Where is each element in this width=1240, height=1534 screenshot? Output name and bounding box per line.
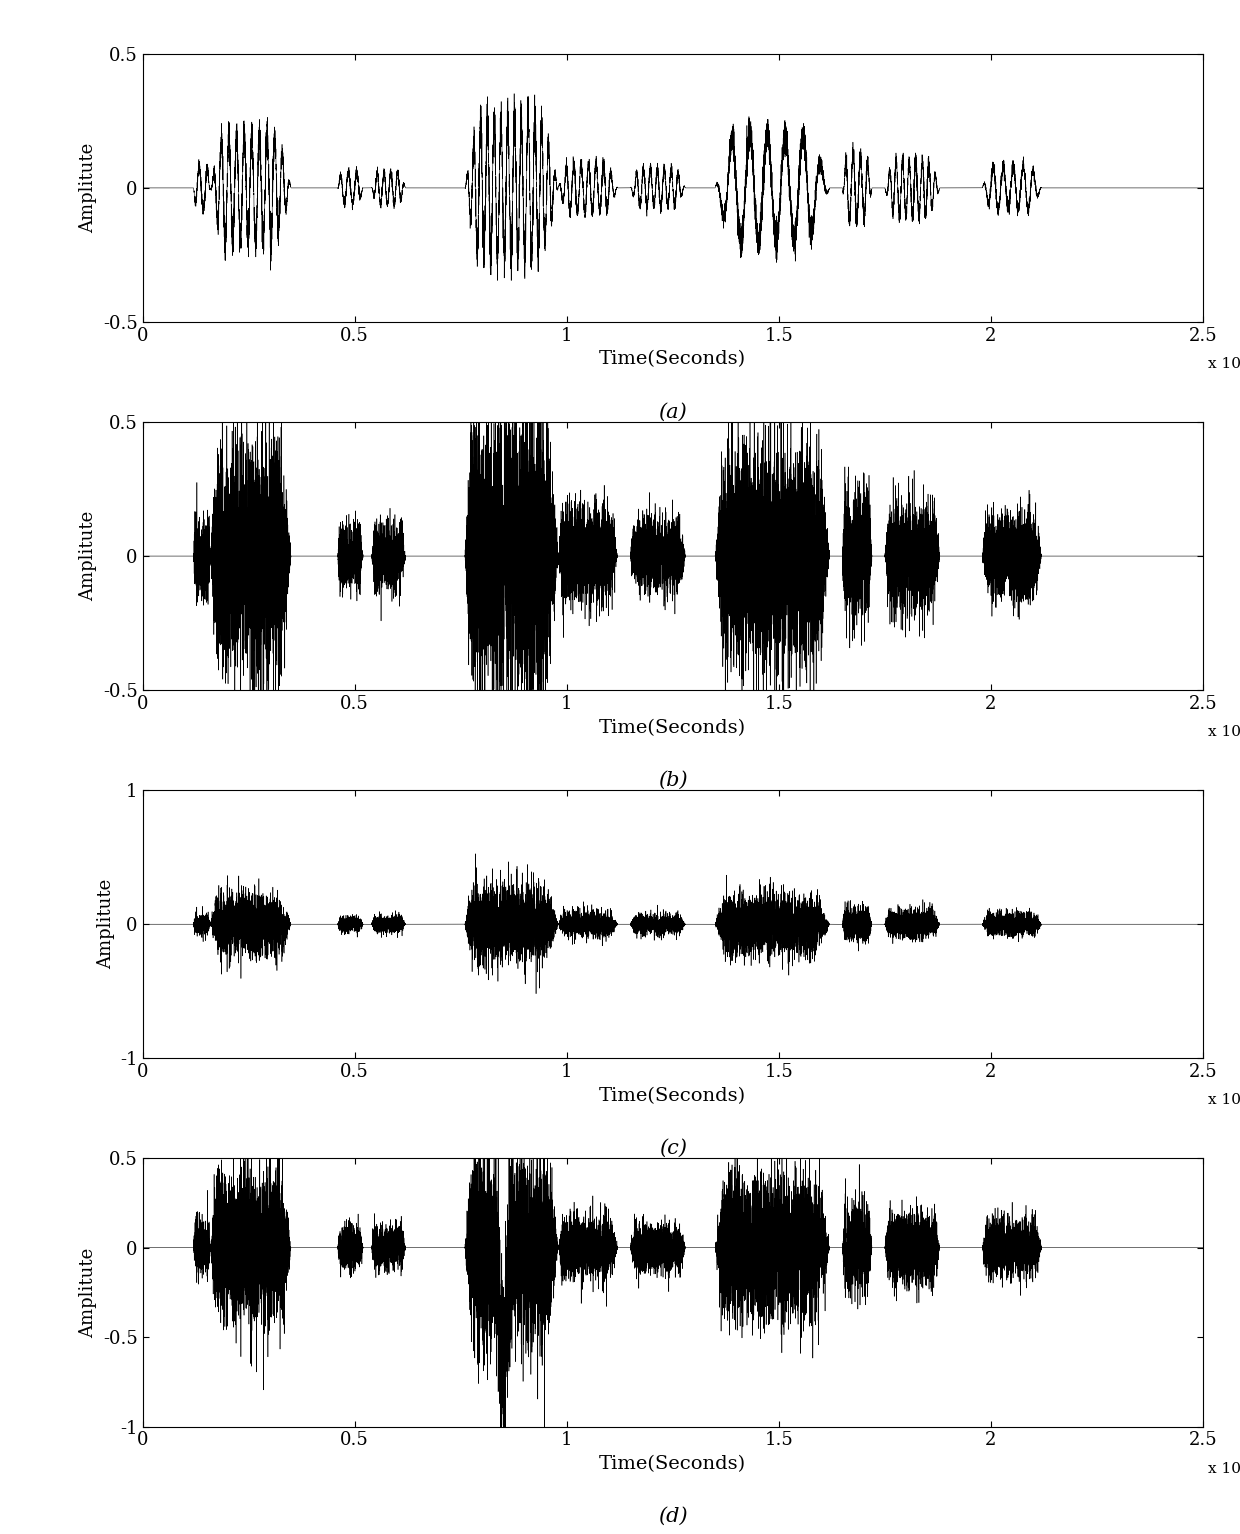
Y-axis label: Amplitute: Amplitute bbox=[79, 143, 98, 233]
Text: x 10⁴: x 10⁴ bbox=[1208, 1462, 1240, 1476]
X-axis label: Time(Seconds): Time(Seconds) bbox=[599, 1088, 746, 1104]
Text: (d): (d) bbox=[658, 1506, 687, 1526]
Text: (c): (c) bbox=[658, 1138, 687, 1158]
Text: (b): (b) bbox=[658, 770, 687, 790]
X-axis label: Time(Seconds): Time(Seconds) bbox=[599, 1456, 746, 1473]
X-axis label: Time(Seconds): Time(Seconds) bbox=[599, 351, 746, 368]
Y-axis label: Amplitute: Amplitute bbox=[79, 1247, 98, 1338]
X-axis label: Time(Seconds): Time(Seconds) bbox=[599, 719, 746, 736]
Text: x 10⁴: x 10⁴ bbox=[1208, 357, 1240, 371]
Text: x 10⁴: x 10⁴ bbox=[1208, 726, 1240, 739]
Text: x 10⁴: x 10⁴ bbox=[1208, 1094, 1240, 1108]
Text: (a): (a) bbox=[658, 402, 687, 422]
Y-axis label: Amplitute: Amplitute bbox=[97, 879, 114, 969]
Y-axis label: Amplitute: Amplitute bbox=[79, 511, 98, 601]
